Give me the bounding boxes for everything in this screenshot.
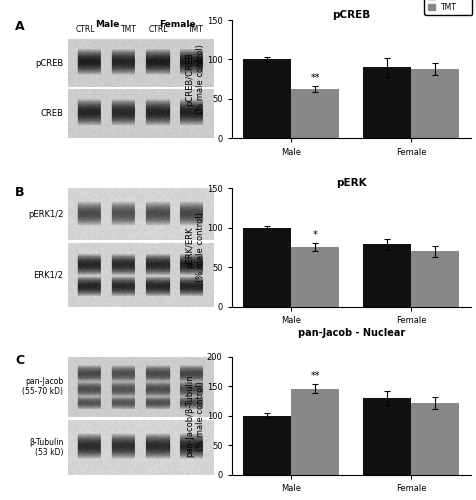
Text: pan-Jacob - Nuclear: pan-Jacob - Nuclear: [298, 328, 405, 338]
Y-axis label: pCREB/CREB
(% male control): pCREB/CREB (% male control): [185, 44, 205, 114]
Bar: [411, 69, 459, 138]
Bar: [363, 68, 411, 138]
Text: *: *: [313, 230, 318, 240]
Text: TMT: TMT: [121, 25, 137, 34]
Text: A: A: [15, 20, 25, 33]
Bar: [411, 404, 459, 475]
Text: CTRL: CTRL: [149, 25, 168, 34]
Title: pERK: pERK: [336, 178, 367, 188]
Legend: Control, TMT: Control, TMT: [425, 0, 472, 14]
Y-axis label: pan-Jacob/β-Tubulin
(% male control): pan-Jacob/β-Tubulin (% male control): [185, 374, 205, 457]
Text: **: **: [311, 371, 320, 381]
Bar: [411, 252, 459, 306]
Bar: [244, 228, 291, 306]
Bar: [363, 398, 411, 475]
Text: Male: Male: [95, 20, 119, 29]
Text: pCREB: pCREB: [35, 58, 63, 68]
Bar: [244, 416, 291, 475]
Text: B: B: [15, 186, 25, 198]
Text: CTRL: CTRL: [76, 25, 95, 34]
Text: pan-Jacob
(55-70 kD): pan-Jacob (55-70 kD): [22, 377, 63, 396]
Bar: [291, 388, 339, 475]
Y-axis label: pERK/ERK
(% male control): pERK/ERK (% male control): [185, 212, 205, 282]
Text: **: **: [311, 73, 320, 83]
Text: β-Tubulin
(53 kD): β-Tubulin (53 kD): [29, 438, 63, 457]
Text: Female: Female: [159, 20, 196, 29]
Bar: [363, 244, 411, 306]
Text: pERK1/2: pERK1/2: [28, 210, 63, 219]
Bar: [291, 246, 339, 306]
Text: ERK1/2: ERK1/2: [33, 270, 63, 280]
Bar: [291, 88, 339, 138]
Bar: [244, 60, 291, 138]
Text: TMT: TMT: [188, 25, 204, 34]
Text: CREB: CREB: [40, 110, 63, 118]
Text: C: C: [15, 354, 24, 366]
Title: pCREB: pCREB: [332, 10, 370, 20]
